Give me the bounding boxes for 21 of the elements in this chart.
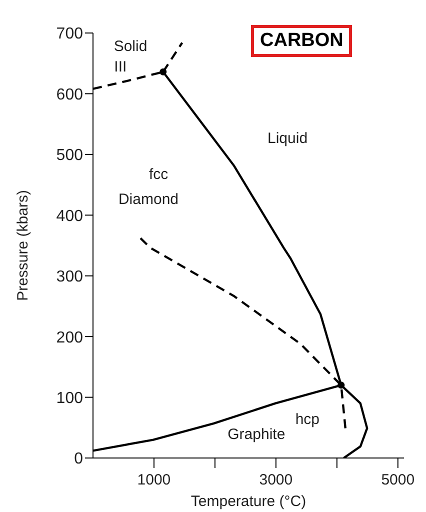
x-tick-label: 5000 (381, 472, 415, 489)
annotation: Diamond (118, 191, 179, 208)
y-tick-label: 0 (74, 450, 84, 468)
x-tick-label: 3000 (259, 472, 293, 489)
y-tick-label: 500 (56, 147, 84, 164)
x-axis-title: Temperature (°C) (190, 493, 306, 510)
annotation: Solid (114, 38, 148, 56)
annotation: III (114, 58, 127, 76)
annotation: hcp (295, 410, 320, 428)
y-tick-label: 700 (56, 26, 84, 43)
y-tick-label: 100 (56, 390, 84, 407)
annotation: fcc (148, 166, 169, 184)
chart-title: CARBON (251, 25, 352, 57)
annotation: Graphite (228, 426, 286, 444)
annotation: Liquid (268, 130, 308, 147)
y-tick-label: 200 (56, 329, 84, 346)
y-axis-title: Pressure (kbars) (14, 190, 32, 301)
y-tick-label: 300 (56, 268, 84, 286)
x-tick-label: 1000 (137, 472, 171, 489)
y-tick-label: 400 (56, 208, 84, 225)
y-tick-label: 600 (56, 86, 84, 104)
